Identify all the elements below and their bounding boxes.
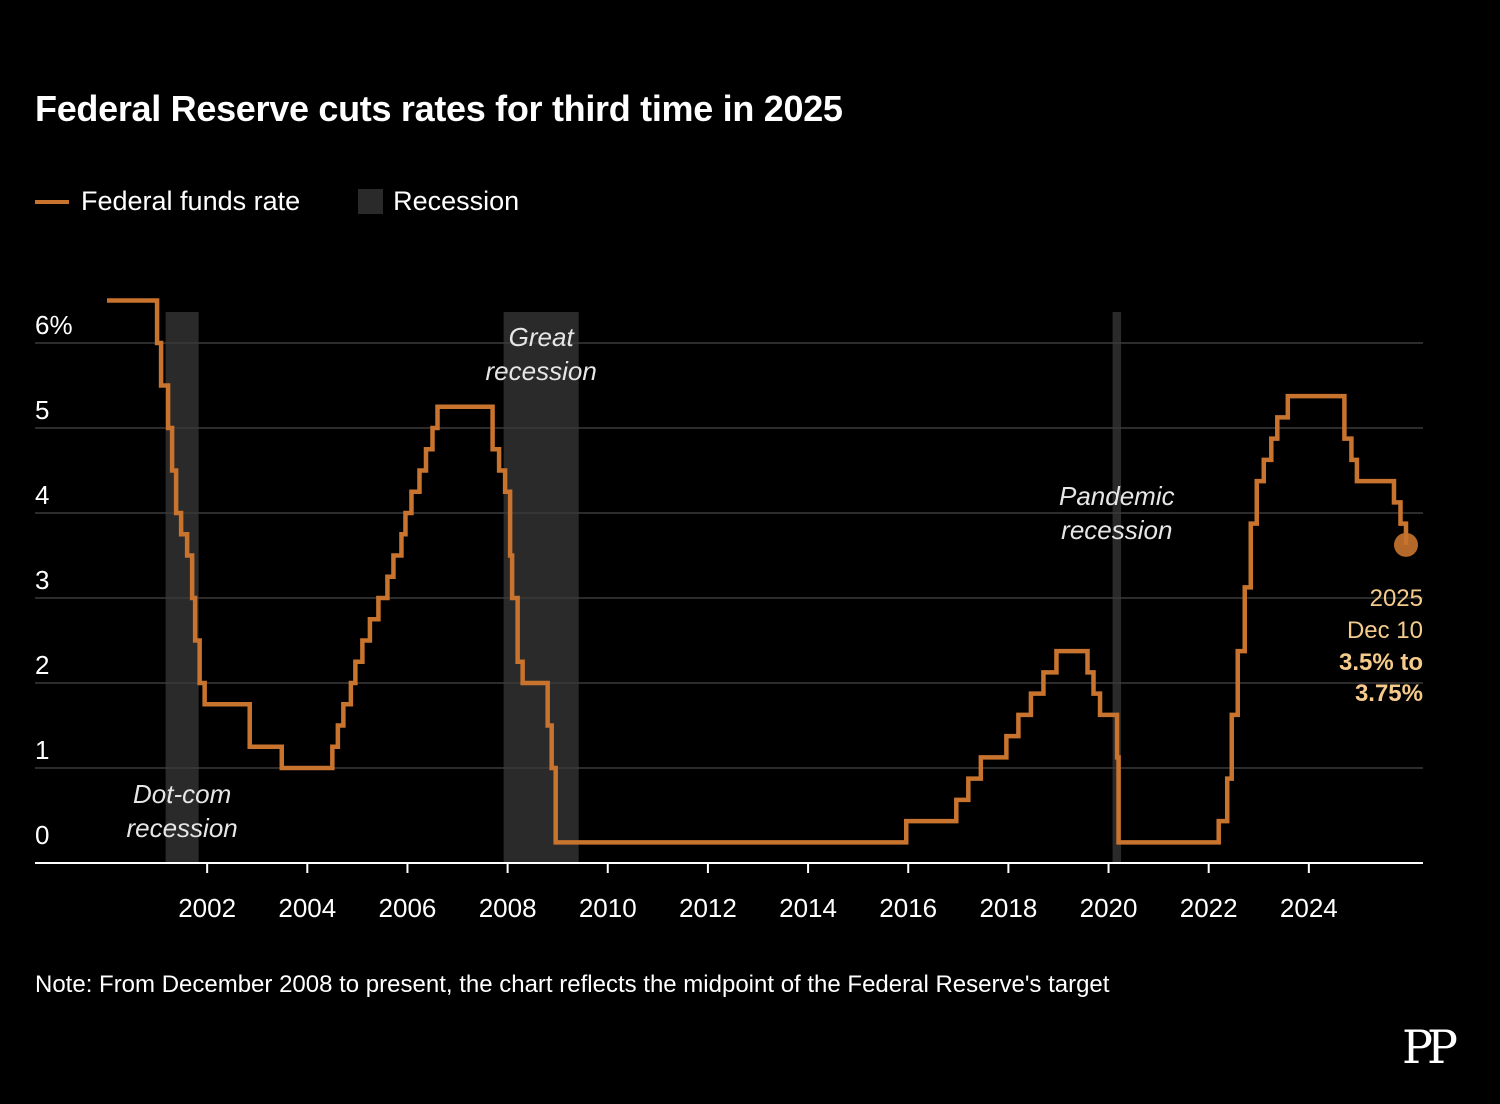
- legend-recession-swatch: [358, 189, 384, 214]
- line-chart: 0 1 2 3 4 5 6% 2002 2004 2006 2008 2010 2012 2014 201…: [35, 298, 1423, 923]
- legend-recession-label: Recession: [393, 186, 520, 216]
- brand-logo: PP: [1402, 1020, 1458, 1074]
- recession-label: recession: [1061, 515, 1172, 545]
- y-tick-label: 5: [35, 395, 49, 425]
- endpoint-label: 2025: [1370, 585, 1423, 612]
- x-tick-label: 2020: [1080, 893, 1138, 923]
- y-tick-label: 1: [35, 735, 49, 765]
- recession-label: Great: [509, 322, 576, 352]
- x-tick-label: 2014: [779, 893, 837, 923]
- footnote: Note: From December 2008 to present, the…: [35, 971, 1110, 998]
- recession-label: Dot-com: [133, 779, 231, 809]
- x-tick-label: 2010: [579, 893, 637, 923]
- x-tick-label: 2018: [979, 893, 1037, 923]
- y-tick-label: 3: [35, 565, 49, 595]
- y-tick-label: 2: [35, 650, 49, 680]
- chart-legend: Federal funds rate Recession: [35, 186, 577, 217]
- recession-labels: Dot-com recession Great recession Pandemic re…: [126, 322, 1174, 843]
- x-tick-label: 2008: [479, 893, 537, 923]
- x-tick-label: 2004: [278, 893, 336, 923]
- legend-rate-label: Federal funds rate: [81, 186, 301, 216]
- y-tick-label: 4: [35, 480, 49, 510]
- recession-bands: [165, 312, 1122, 863]
- recession-band-2: [1112, 312, 1122, 863]
- series-layer: [107, 298, 1409, 845]
- chart-title: Federal Reserve cuts rates for third tim…: [35, 88, 843, 129]
- recession-band-1: [503, 312, 579, 863]
- y-tick-label: 0: [35, 820, 49, 850]
- gridlines: [35, 342, 1423, 769]
- x-tick-label: 2024: [1280, 893, 1338, 923]
- series-line-federal-funds-rate: [107, 298, 1409, 845]
- y-axis-labels: 0 1 2 3 4 5 6%: [35, 310, 73, 850]
- x-tick-label: 2016: [879, 893, 937, 923]
- endpoint-annotation: 2025 Dec 10 3.5% to 3.75%: [1339, 532, 1423, 707]
- x-axis: 2002 2004 2006 2008 2010 2012 2014 2016 2018 2020…: [35, 862, 1423, 923]
- x-tick-label: 2022: [1180, 893, 1238, 923]
- recession-label: recession: [126, 813, 237, 843]
- x-tick-label: 2012: [679, 893, 737, 923]
- x-tick-label: 2006: [379, 893, 437, 923]
- legend-item-rate: Federal funds rate: [35, 186, 300, 217]
- recession-label: Pandemic: [1059, 481, 1175, 511]
- endpoint-label: 3.5% to: [1339, 649, 1423, 676]
- recession-label: recession: [486, 356, 597, 386]
- legend-item-recession: Recession: [358, 186, 519, 217]
- legend-rate-swatch: [35, 199, 69, 204]
- y-tick-label: 6%: [35, 310, 73, 340]
- endpoint-label: 3.75%: [1355, 680, 1423, 707]
- endpoint-label: Dec 10: [1347, 617, 1423, 644]
- x-tick-label: 2002: [178, 893, 236, 923]
- endpoint-marker: [1393, 532, 1418, 557]
